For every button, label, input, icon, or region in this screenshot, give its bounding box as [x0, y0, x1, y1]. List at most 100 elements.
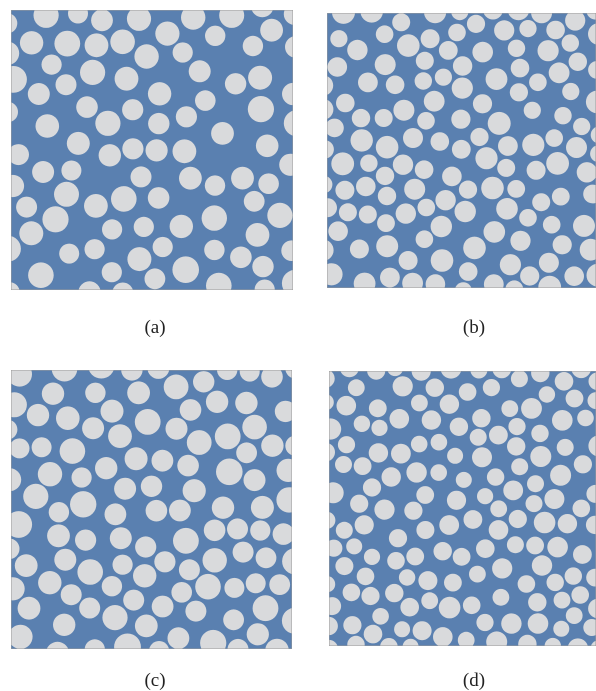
micrograph-panel-a	[11, 10, 293, 290]
fiber-circle	[354, 457, 372, 475]
fiber-circle	[487, 468, 504, 485]
fiber-circle	[38, 462, 62, 486]
fiber-circle	[85, 383, 105, 403]
fiber-circle	[168, 627, 190, 649]
fiber-circle	[170, 215, 193, 238]
fiber-circle	[387, 552, 405, 570]
fiber-circle	[152, 596, 174, 618]
fiber-circle	[459, 383, 477, 401]
fiber-circle	[269, 574, 290, 595]
fiber-circle	[155, 22, 179, 46]
fiber-circle	[250, 520, 270, 540]
fiber-circle	[416, 521, 434, 539]
fiber-circle	[110, 527, 132, 549]
fiber-circle	[546, 21, 565, 40]
fiber-circle	[539, 253, 559, 273]
fiber-circle	[350, 495, 368, 513]
fiber-circle	[376, 136, 399, 159]
fiber-circle	[488, 112, 511, 135]
fiber-circle	[553, 621, 569, 637]
fiber-circle	[399, 569, 415, 585]
fiber-circle	[421, 29, 440, 48]
fiber-circle	[545, 129, 563, 147]
fiber-circle	[203, 548, 227, 572]
fiber-circle	[335, 456, 352, 473]
fiber-circle	[566, 390, 584, 408]
fiber-circle	[187, 430, 212, 455]
fiber-circle	[27, 404, 49, 426]
fiber-circle	[67, 132, 90, 155]
fiber-circle	[435, 190, 455, 210]
fiber-circle	[463, 237, 486, 260]
fiber-circle	[251, 496, 274, 519]
fiber-circle	[141, 476, 162, 497]
fiber-circle	[336, 94, 355, 113]
fiber-circle	[179, 167, 202, 190]
fiber-circle	[546, 152, 569, 175]
fiber-circle	[472, 42, 493, 63]
fiber-pattern-a	[11, 10, 293, 290]
fiber-circle	[346, 538, 362, 554]
fiber-circle	[372, 608, 389, 625]
fiber-circle	[335, 181, 354, 200]
fiber-circle	[61, 584, 82, 605]
fiber-circle	[215, 424, 241, 450]
fiber-circle	[183, 479, 206, 502]
fiber-circle	[472, 409, 490, 427]
fiber-circle	[503, 481, 523, 501]
fiber-circle	[76, 96, 98, 118]
fiber-circle	[256, 135, 279, 158]
fiber-circle	[573, 215, 595, 237]
fiber-circle	[133, 564, 156, 587]
fiber-circle	[375, 109, 393, 127]
fiber-circle	[489, 426, 508, 445]
fiber-circle	[403, 128, 423, 148]
fiber-pattern-b	[327, 13, 596, 288]
fiber-circle	[335, 557, 353, 575]
fiber-circle	[80, 60, 105, 85]
fiber-circle	[28, 262, 54, 288]
fiber-circle	[444, 574, 462, 592]
fiber-circle	[486, 68, 508, 90]
fiber-circle	[122, 138, 143, 159]
fiber-circle	[15, 554, 38, 577]
fiber-pattern-d	[329, 371, 596, 646]
fiber-circle	[336, 522, 353, 539]
fiber-circle	[84, 194, 108, 218]
fiber-circle	[527, 161, 546, 180]
fiber-circle	[180, 399, 202, 421]
fiber-circle	[173, 528, 199, 554]
caption-d: (d)	[444, 671, 504, 690]
fiber-circle	[539, 386, 555, 402]
fiber-circle	[102, 262, 122, 282]
fiber-circle	[393, 155, 413, 175]
fiber-circle	[42, 383, 64, 405]
fiber-circle	[328, 221, 348, 241]
fiber-circle	[59, 244, 79, 264]
fiber-circle	[364, 549, 380, 565]
fiber-circle	[125, 447, 148, 470]
fiber-circle	[508, 418, 525, 435]
fiber-circle	[498, 136, 518, 156]
fiber-circle	[248, 66, 272, 90]
fiber-circle	[435, 69, 452, 86]
fiber-circle	[195, 90, 216, 111]
fiber-circle	[453, 548, 471, 566]
fiber-circle	[328, 57, 348, 77]
fiber-circle	[426, 379, 444, 397]
fiber-circle	[369, 443, 388, 462]
fiber-circle	[131, 166, 152, 187]
fiber-circle	[511, 458, 528, 475]
fiber-circle	[110, 30, 135, 55]
fiber-circle	[440, 395, 459, 414]
fiber-circle	[547, 574, 564, 591]
fiber-circle	[406, 462, 426, 482]
fiber-circle	[101, 400, 124, 423]
fiber-circle	[418, 571, 437, 590]
fiber-circle	[32, 161, 54, 183]
fiber-circle	[421, 592, 438, 609]
fiber-circle	[20, 31, 43, 54]
fiber-circle	[102, 576, 122, 596]
fiber-circle	[376, 235, 398, 257]
fiber-circle	[343, 616, 361, 634]
